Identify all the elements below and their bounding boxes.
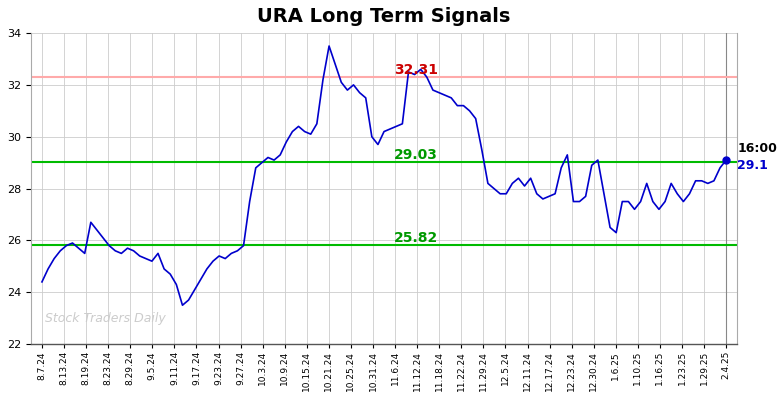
Text: 16:00: 16:00 [737,142,777,155]
Text: 32.31: 32.31 [394,63,438,77]
Text: 29.03: 29.03 [394,148,438,162]
Text: 29.1: 29.1 [737,159,768,172]
Title: URA Long Term Signals: URA Long Term Signals [257,7,510,26]
Text: 25.82: 25.82 [394,231,438,245]
Text: Stock Traders Daily: Stock Traders Daily [45,312,165,326]
